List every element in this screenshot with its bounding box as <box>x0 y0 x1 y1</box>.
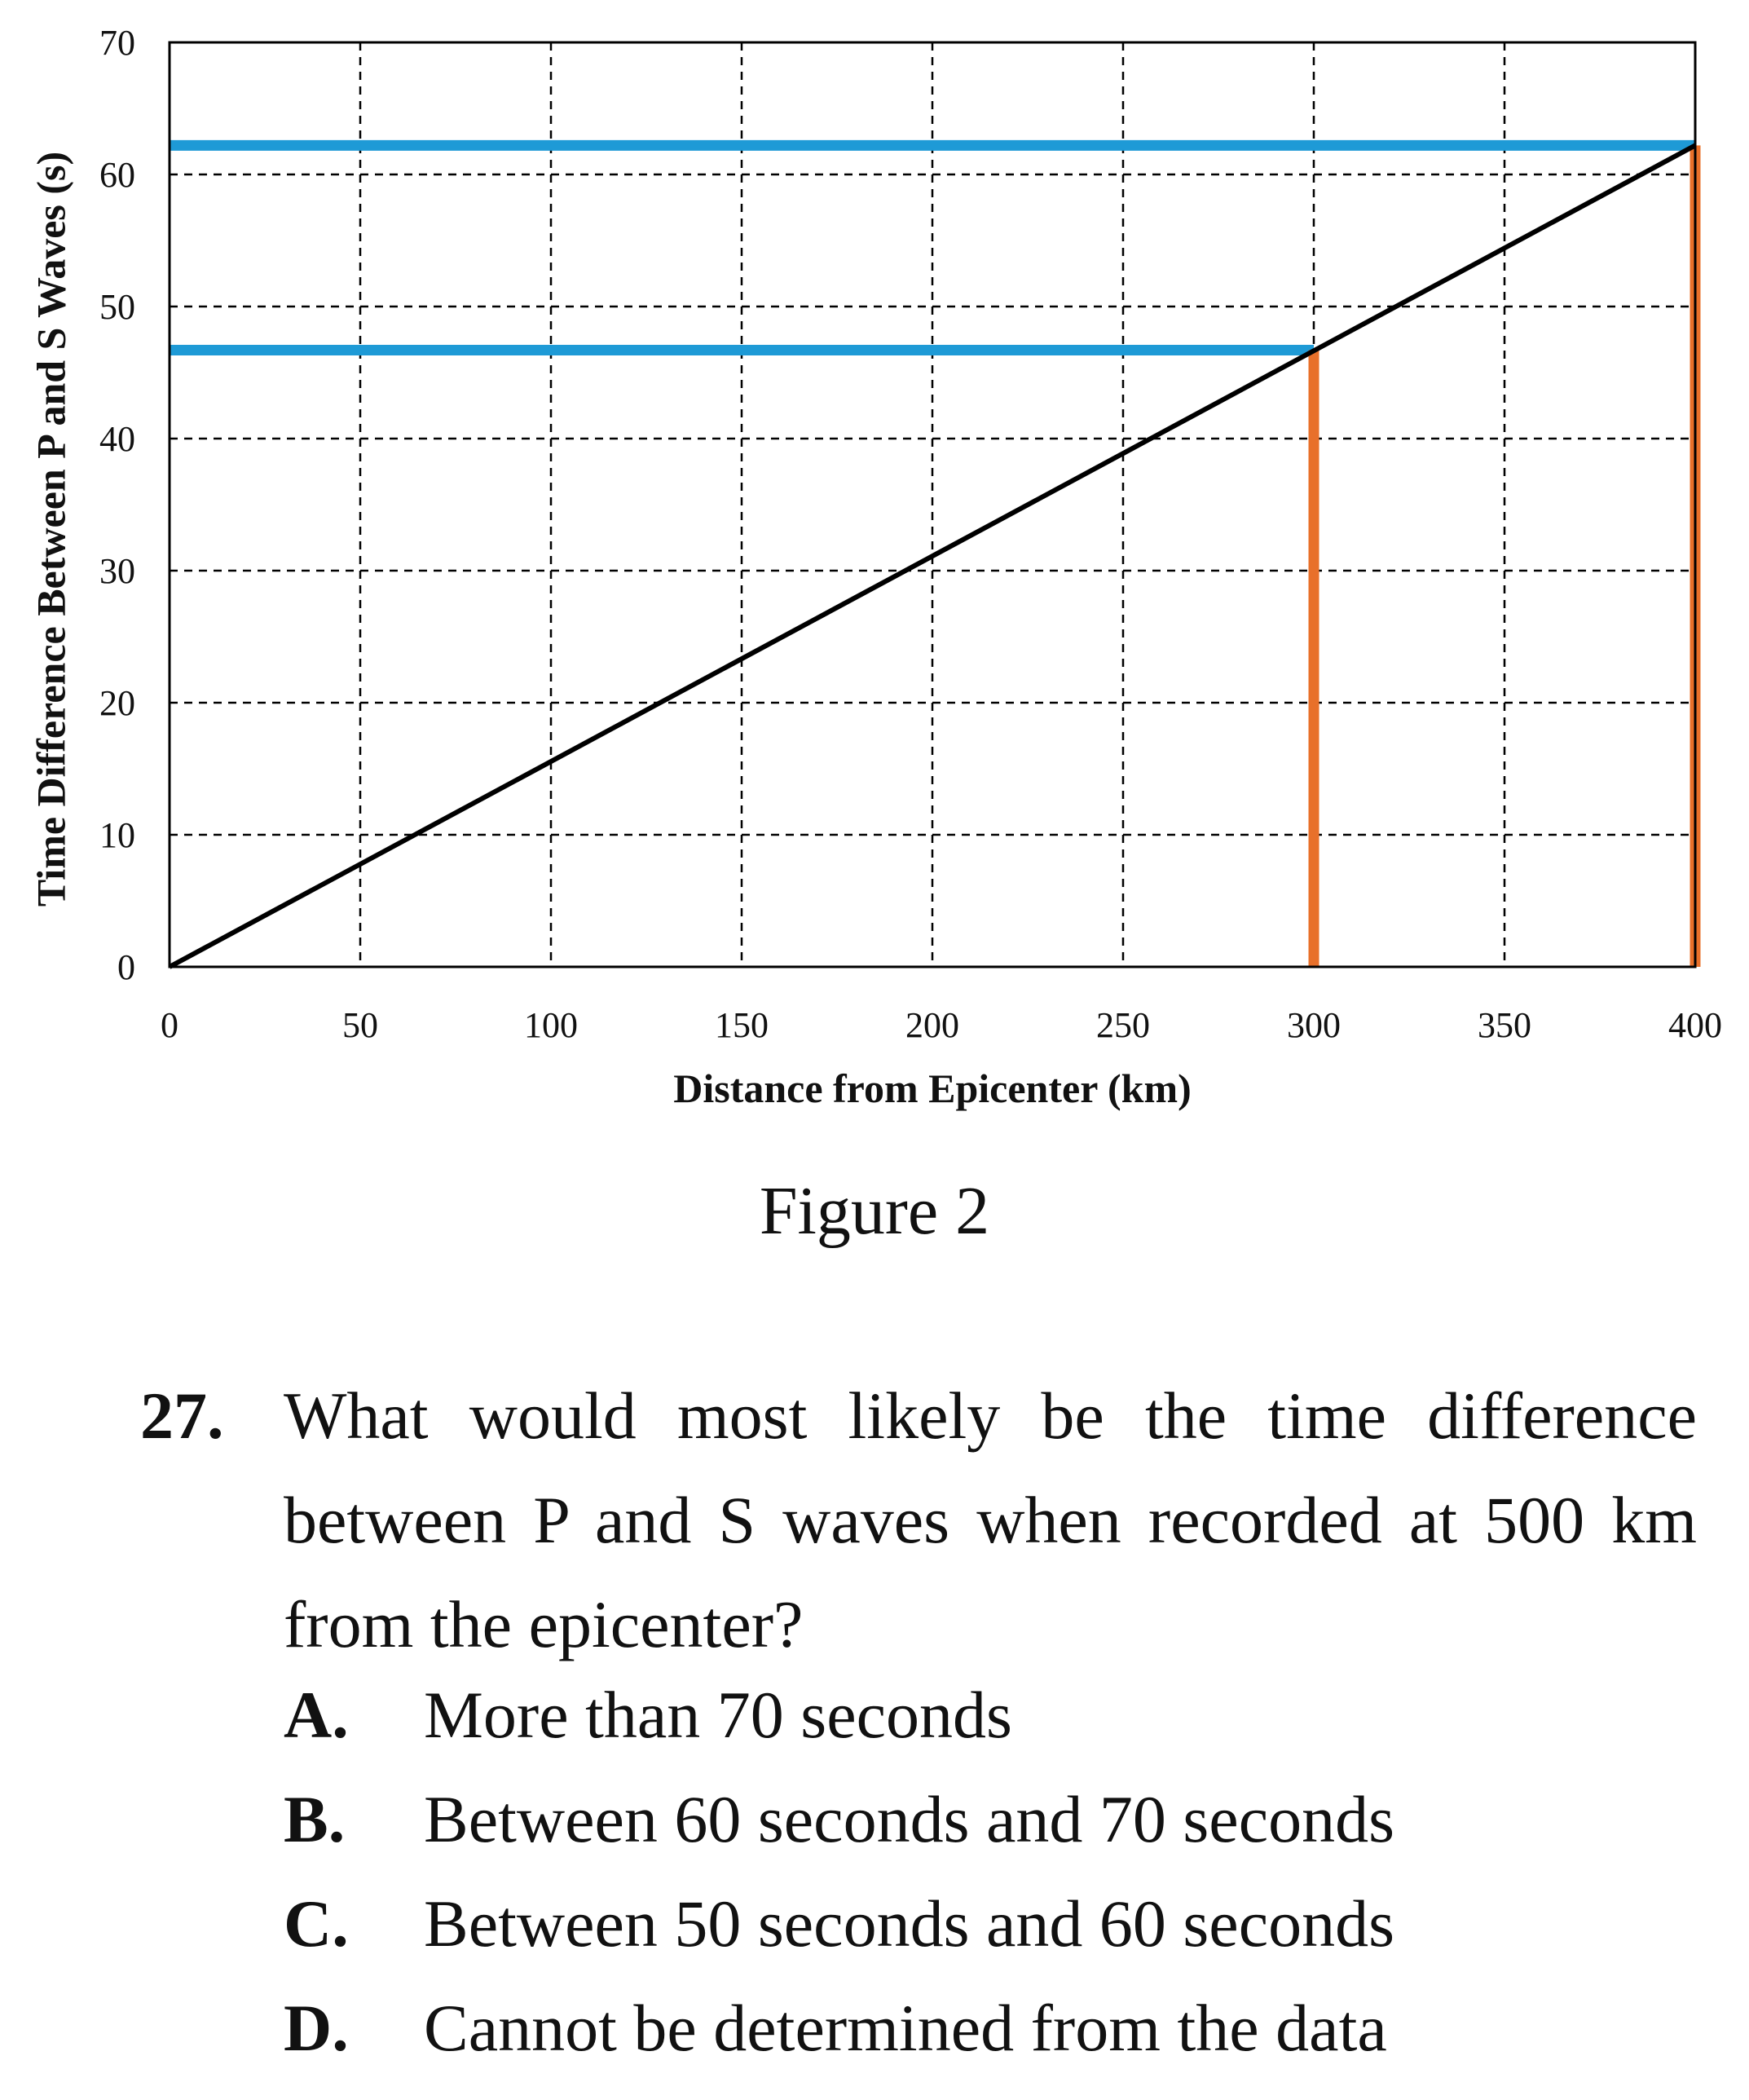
y-tick-label: 0 <box>117 947 135 987</box>
x-tick-label: 400 <box>1668 1005 1722 1045</box>
series-lines <box>168 143 1697 969</box>
option-c[interactable]: C. Between 50 seconds and 60 seconds <box>284 1886 1697 1990</box>
y-tick-label: 40 <box>99 419 135 459</box>
question-text: What would most likely be the time diffe… <box>284 1379 1697 1661</box>
option-d[interactable]: D. Cannot be determined from the data <box>284 1990 1697 2094</box>
chart: 0 50 100 150 200 250 300 350 400 0 10 20 30 40 50 60 70… <box>28 23 1722 1111</box>
y-tick-label: 30 <box>99 551 135 591</box>
grid <box>170 42 1695 967</box>
option-letter: C. <box>284 1886 349 1961</box>
option-text: Cannot be determined from the data <box>424 1991 1387 2065</box>
question: 27. What would most likely be the time d… <box>140 1378 1697 2094</box>
y-tick-label: 60 <box>99 155 135 195</box>
x-tick-labels: 0 50 100 150 200 250 300 350 400 <box>161 1005 1722 1045</box>
figure-caption: Figure 2 <box>759 1173 990 1249</box>
option-text: Between 60 seconds and 70 seconds <box>424 1782 1395 1856</box>
question-stem: 27. What would most likely be the time d… <box>140 1378 1697 1677</box>
option-b[interactable]: B. Between 60 seconds and 70 seconds <box>284 1781 1697 1886</box>
x-tick-label: 0 <box>161 1005 178 1045</box>
option-text: More than 70 seconds <box>424 1678 1012 1752</box>
option-letter: A. <box>284 1678 349 1752</box>
x-tick-label: 100 <box>524 1005 578 1045</box>
x-tick-label: 250 <box>1096 1005 1150 1045</box>
option-text: Between 50 seconds and 60 seconds <box>424 1886 1395 1961</box>
option-letter: B. <box>284 1782 346 1856</box>
option-a[interactable]: A. More than 70 seconds <box>284 1677 1697 1781</box>
series-line <box>168 143 1697 969</box>
y-tick-label: 50 <box>99 287 135 327</box>
x-tick-label: 150 <box>715 1005 769 1045</box>
y-axis-title: Time Difference Between P and S Waves (s… <box>28 152 73 907</box>
x-tick-label: 200 <box>905 1005 959 1045</box>
option-letter: D. <box>284 1991 349 2065</box>
x-tick-label: 350 <box>1478 1005 1531 1045</box>
y-tick-label: 10 <box>99 815 135 855</box>
y-tick-label: 70 <box>99 23 135 63</box>
plot-frame <box>168 41 1697 968</box>
y-tick-label: 20 <box>99 683 135 723</box>
question-number: 27. <box>140 1379 224 1453</box>
x-tick-label: 300 <box>1287 1005 1341 1045</box>
y-tick-labels: 0 10 20 30 40 50 60 70 <box>99 23 135 987</box>
x-tick-label: 50 <box>342 1005 378 1045</box>
answer-options: A. More than 70 seconds B. Between 60 se… <box>284 1677 1697 2094</box>
x-axis-title: Distance from Epicenter (km) <box>673 1065 1192 1111</box>
